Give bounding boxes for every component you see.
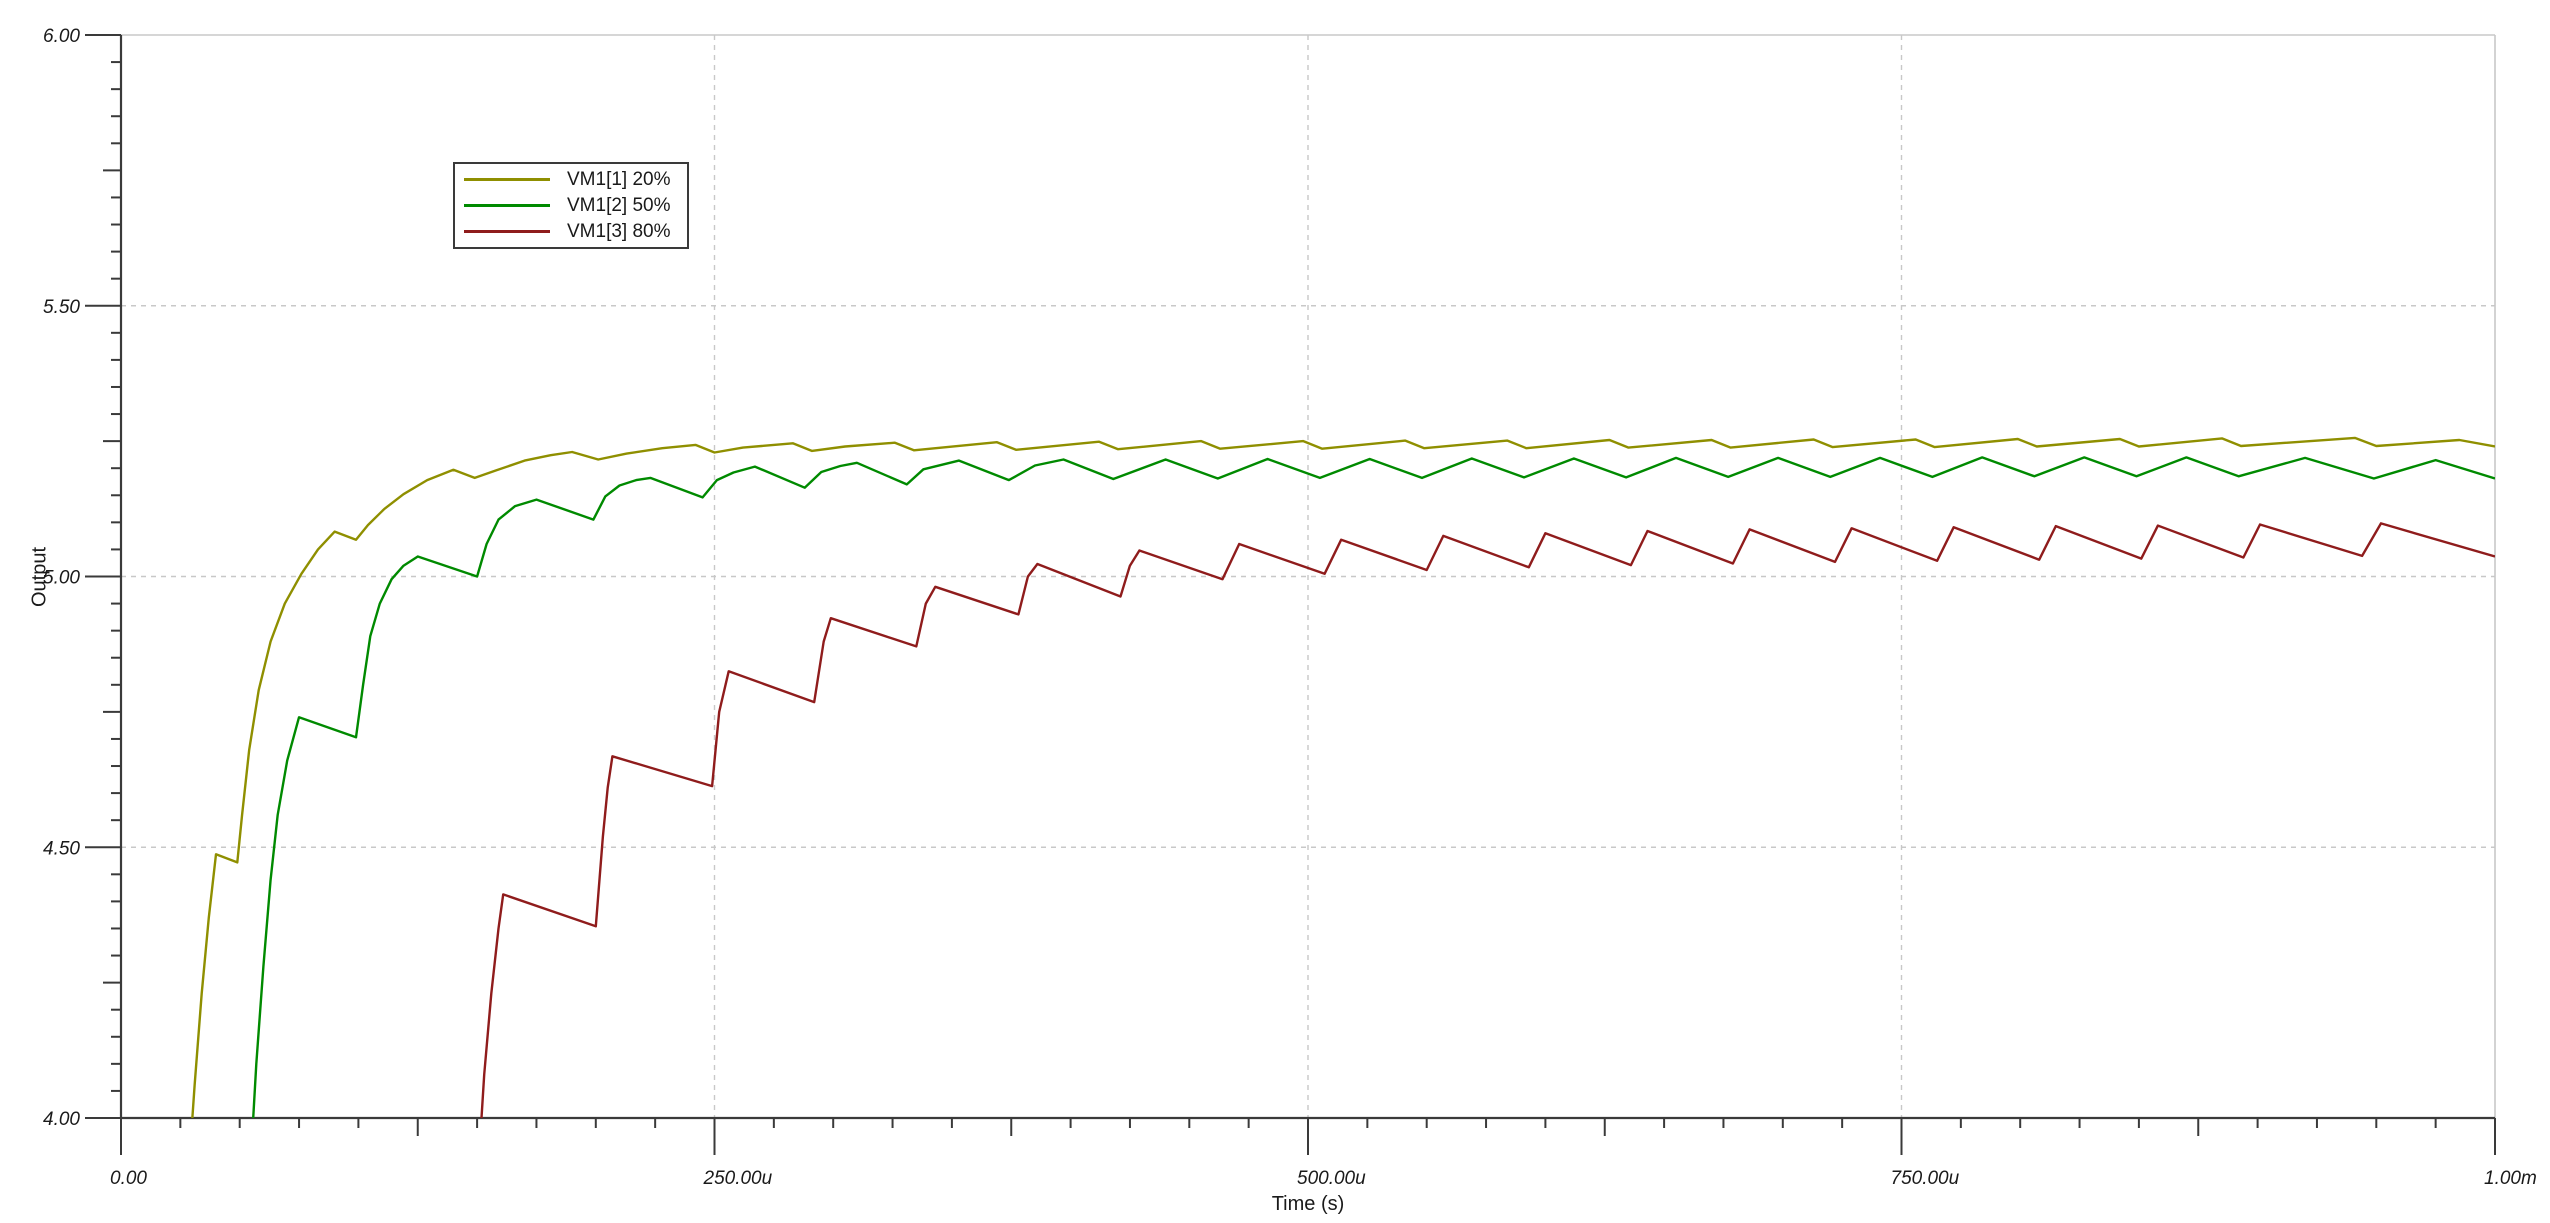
- legend-item: VM1[2] 50%: [455, 193, 687, 219]
- legend-line-sample: [464, 177, 550, 181]
- x-tick-label: 0.00: [110, 1168, 147, 1189]
- legend-item: VM1[1] 20%: [455, 166, 687, 192]
- x-tick-label: 250.00u: [703, 1168, 773, 1189]
- y-tick-label: 5.00: [43, 568, 80, 589]
- legend-box: VM1[1] 20% VM1[2] 50% VM1[3] 80%: [453, 162, 689, 249]
- x-tick-label: 500.00u: [1297, 1168, 1366, 1189]
- x-tick-label: 750.00u: [1891, 1168, 1960, 1189]
- legend-item-label: VM1[2] 50%: [567, 195, 671, 216]
- legend-line-sample: [464, 230, 550, 234]
- y-tick-label: 6.00: [43, 26, 80, 47]
- legend-item-label: VM1[3] 80%: [567, 221, 671, 243]
- y-tick-label: 4.00: [43, 1109, 80, 1130]
- series-line-0: [191, 436, 2495, 1118]
- x-tick-label: 1.00m: [2484, 1168, 2537, 1189]
- legend-item: VM1[3] 80%: [455, 219, 687, 245]
- legend-item-label: VM1[1] 20%: [567, 168, 671, 190]
- series-line-1: [252, 456, 2495, 1118]
- legend-line-sample: [464, 204, 550, 207]
- y-tick-label: 4.50: [43, 838, 80, 859]
- series-group: [191, 436, 2495, 1118]
- y-axis-title: Output: [28, 546, 51, 608]
- series-line-2: [480, 522, 2495, 1118]
- x-axis-title: Time (s): [1271, 1193, 1345, 1215]
- y-tick-label: 5.50: [43, 297, 80, 318]
